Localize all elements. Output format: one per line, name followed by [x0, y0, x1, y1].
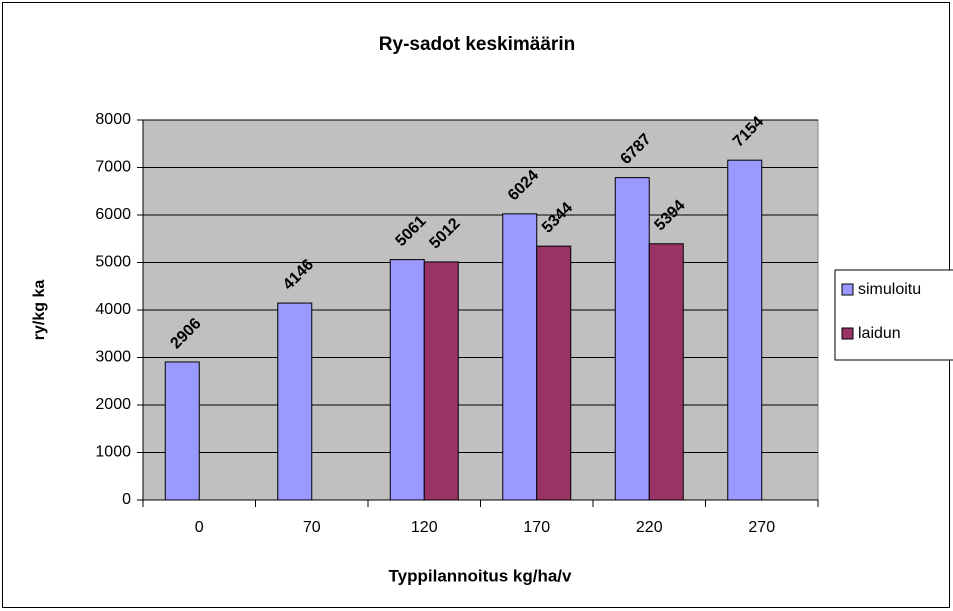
bar — [164, 361, 200, 501]
y-axis-title: ry/kg ka — [31, 280, 48, 341]
bar — [727, 159, 763, 501]
bar — [389, 259, 425, 501]
x-axis-title: Typpilannoitus kg/ha/v — [389, 566, 572, 585]
y-tick-label: 6000 — [95, 206, 131, 223]
y-tick-label: 3000 — [95, 349, 131, 366]
x-tick-label: 120 — [411, 519, 438, 536]
bar — [614, 177, 650, 501]
bar — [277, 302, 313, 501]
y-tick-label: 5000 — [95, 254, 131, 271]
legend-swatch — [841, 283, 854, 296]
bar — [648, 243, 684, 501]
y-tick-label: 7000 — [95, 159, 131, 176]
y-tick-label: 0 — [122, 491, 131, 508]
x-tick-label: 220 — [636, 519, 663, 536]
bar — [536, 245, 572, 501]
chart-title: Ry-sadot keskimäärin — [379, 34, 575, 55]
bar — [502, 213, 538, 501]
y-tick-label: 8000 — [95, 111, 131, 128]
x-tick-label: 0 — [195, 519, 204, 536]
y-tick-label: 1000 — [95, 444, 131, 461]
x-tick-label: 270 — [748, 519, 775, 536]
legend-swatch — [841, 327, 854, 340]
x-tick-label: 70 — [303, 519, 321, 536]
bar — [423, 261, 459, 501]
y-tick-label: 2000 — [95, 396, 131, 413]
y-tick-label: 4000 — [95, 301, 131, 318]
legend — [834, 269, 953, 361]
legend-label: simuloitu — [858, 281, 921, 298]
legend-label: laidun — [858, 325, 901, 342]
x-tick-label: 170 — [523, 519, 550, 536]
